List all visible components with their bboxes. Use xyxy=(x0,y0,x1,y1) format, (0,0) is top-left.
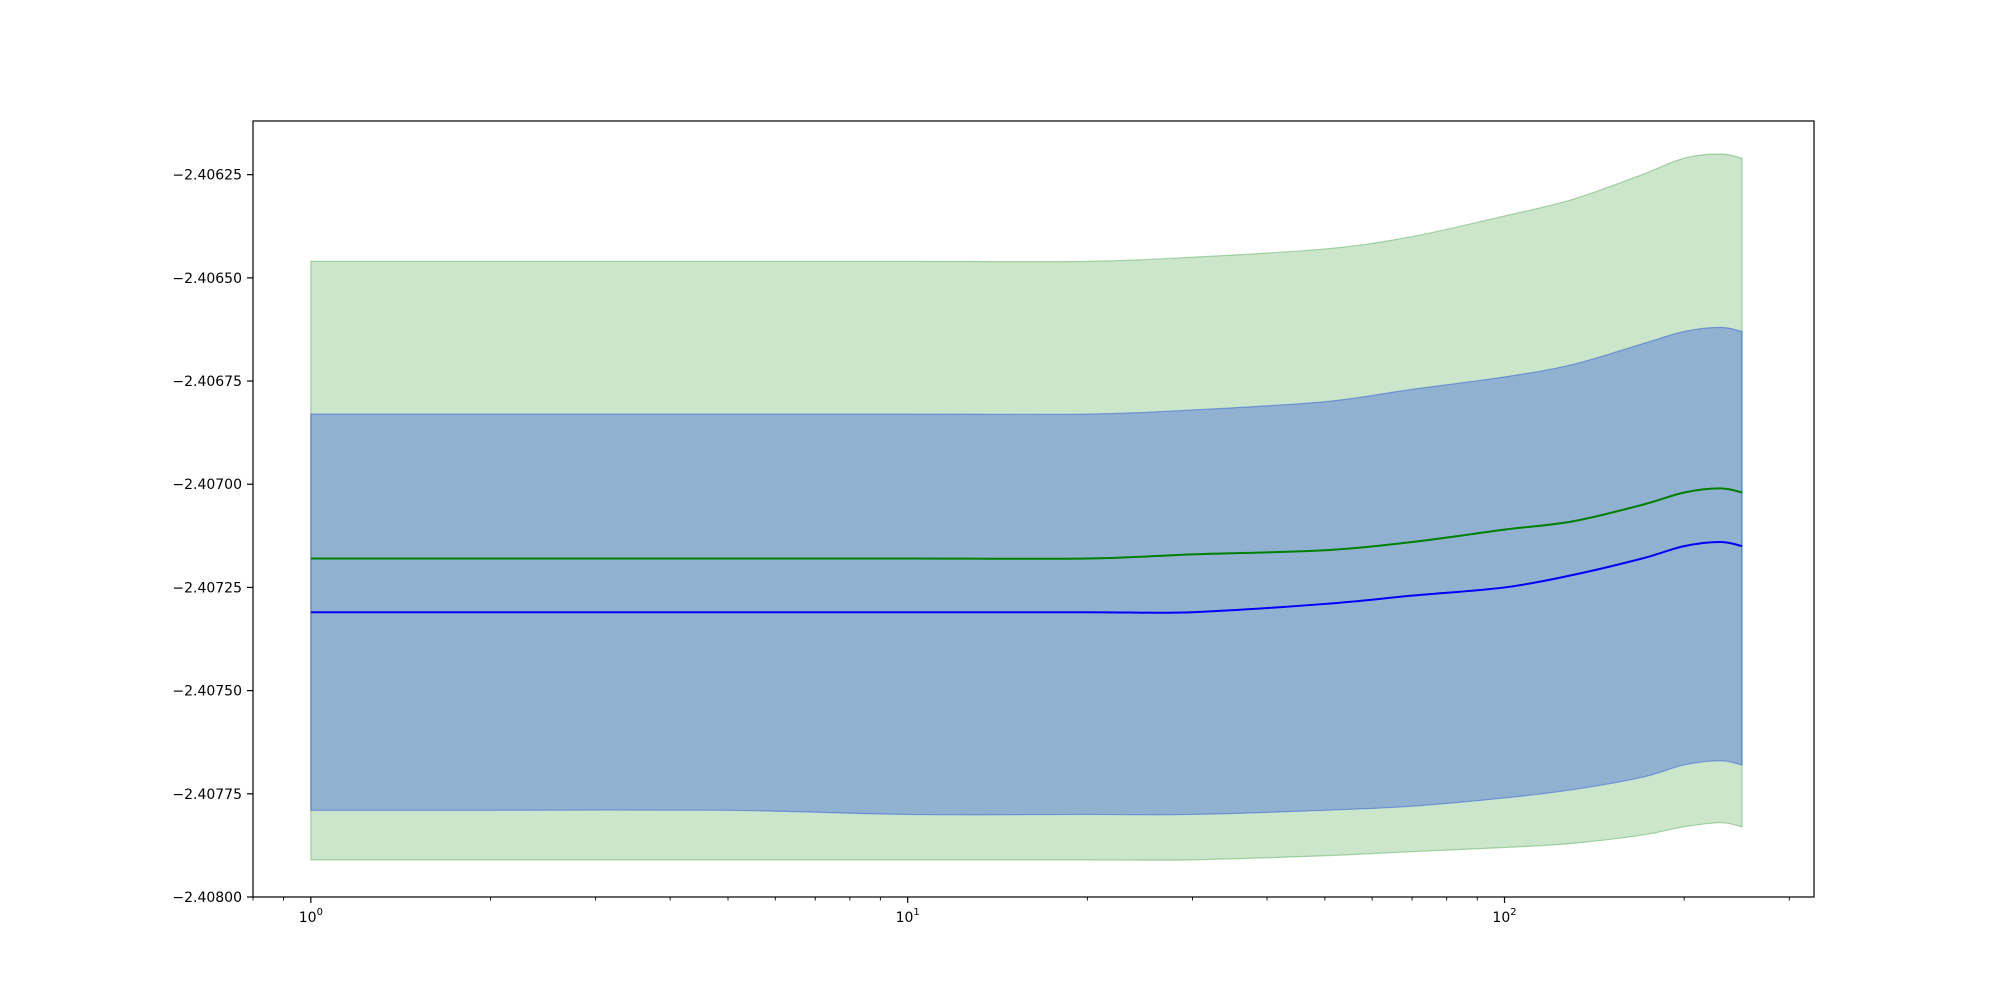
confidence-bands xyxy=(310,153,1743,861)
y-tick-label: −2.40725 xyxy=(172,580,242,596)
plot-frame xyxy=(252,120,1815,898)
x-tick-label: 100 xyxy=(299,907,323,926)
mean-lines xyxy=(310,487,1743,614)
x-tick-label: 101 xyxy=(896,907,920,926)
series-1-mean-line xyxy=(310,541,1743,614)
y-tick-label: −2.40775 xyxy=(172,787,242,803)
y-tick-label: −2.40750 xyxy=(172,684,242,700)
y-tick-label: −2.40650 xyxy=(172,271,242,287)
y-tick-label: −2.40700 xyxy=(172,477,242,493)
y-tick-label: −2.40800 xyxy=(172,890,242,906)
y-tick-label: −2.40625 xyxy=(172,168,242,184)
series-0-band xyxy=(310,153,1743,861)
axes: −2.40625 −2.40650 −2.40675 −2.40700 −2.40725… xyxy=(172,120,1815,926)
series-0-mean-line xyxy=(310,487,1743,560)
x-tick-label: 102 xyxy=(1492,907,1516,926)
series-1-band xyxy=(310,326,1743,816)
y-tick-label: −2.40675 xyxy=(172,374,242,390)
